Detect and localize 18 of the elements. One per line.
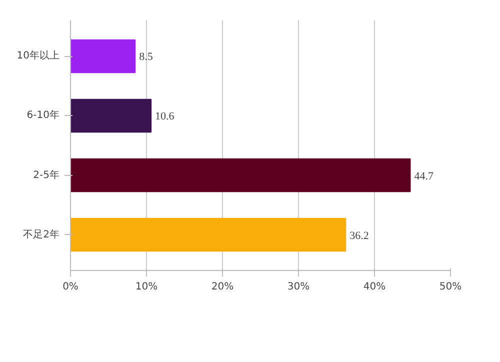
y-tick-label: 6-10年 [26,109,60,122]
data-label: 8.5 [139,51,154,64]
y-tick-label: 2-5年 [33,168,60,181]
y-tick-label: 10年以上 [16,50,60,62]
x-tick-label: 0% [62,282,78,292]
x-tick-label: 50% [439,282,462,292]
data-label: 36.2 [350,230,369,242]
bar [70,98,152,133]
data-label: 10.6 [155,110,175,123]
x-tick-label: 40% [363,282,386,292]
y-tick-label: 不足2年 [23,228,60,240]
x-tick-label: 30% [287,282,310,292]
x-tick-label: 10% [135,282,158,292]
bar [70,218,346,252]
bar [70,39,136,74]
bar [70,158,411,192]
x-tick-label: 20% [211,282,234,292]
data-label: 44.7 [414,170,434,182]
